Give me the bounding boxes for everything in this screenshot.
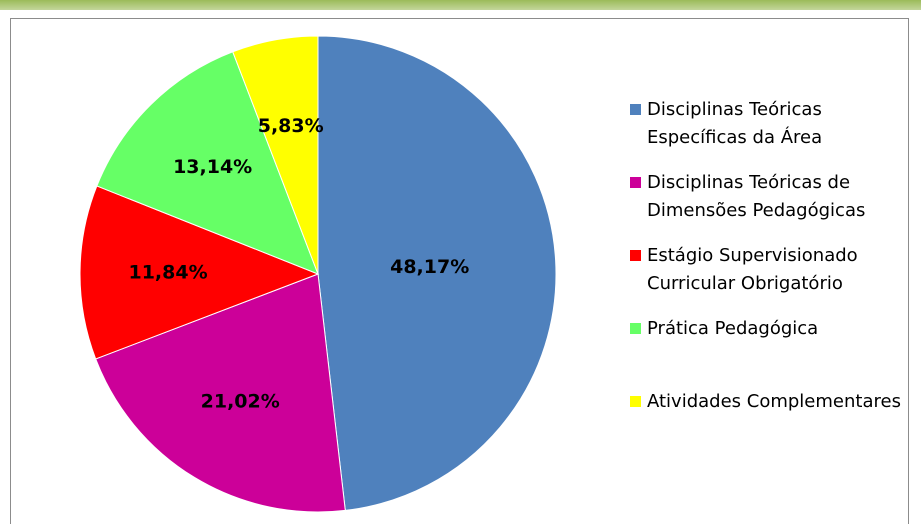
legend-label: Prática Pedagógica [647, 318, 819, 339]
chart-frame [10, 18, 909, 524]
data-label: 11,84% [128, 261, 207, 283]
legend-label: Estágio Supervisionado Curricular Obriga… [647, 245, 858, 294]
legend-item: Disciplinas Teóricas de Dimensões Pedagó… [630, 169, 910, 242]
pie-slice [95, 273, 346, 513]
legend-swatch [630, 104, 641, 115]
pie-slice [79, 185, 320, 360]
data-label: 5,83% [258, 115, 324, 137]
top-bar [0, 0, 921, 10]
legend-label: Disciplinas Teóricas Específicas da Área [647, 99, 823, 148]
data-label: 13,14% [173, 156, 252, 178]
pie-slice [96, 51, 319, 275]
legend-item: Disciplinas Teóricas Específicas da Área [630, 96, 910, 169]
legend-swatch [630, 177, 641, 188]
legend-label: Disciplinas Teóricas de Dimensões Pedagó… [647, 172, 866, 221]
data-label: 48,17% [390, 256, 469, 278]
legend: Disciplinas Teóricas Específicas da Área… [630, 96, 910, 461]
legend-swatch [630, 323, 641, 334]
legend-swatch [630, 250, 641, 261]
legend-item: Atividades Complementares [630, 388, 910, 461]
legend-item: Estágio Supervisionado Curricular Obriga… [630, 242, 910, 315]
legend-item: Prática Pedagógica [630, 315, 910, 388]
pie-slice [232, 35, 319, 275]
pie-slice [317, 35, 557, 511]
legend-swatch [630, 396, 641, 407]
data-label: 21,02% [201, 391, 280, 413]
legend-label: Atividades Complementares [647, 391, 901, 412]
